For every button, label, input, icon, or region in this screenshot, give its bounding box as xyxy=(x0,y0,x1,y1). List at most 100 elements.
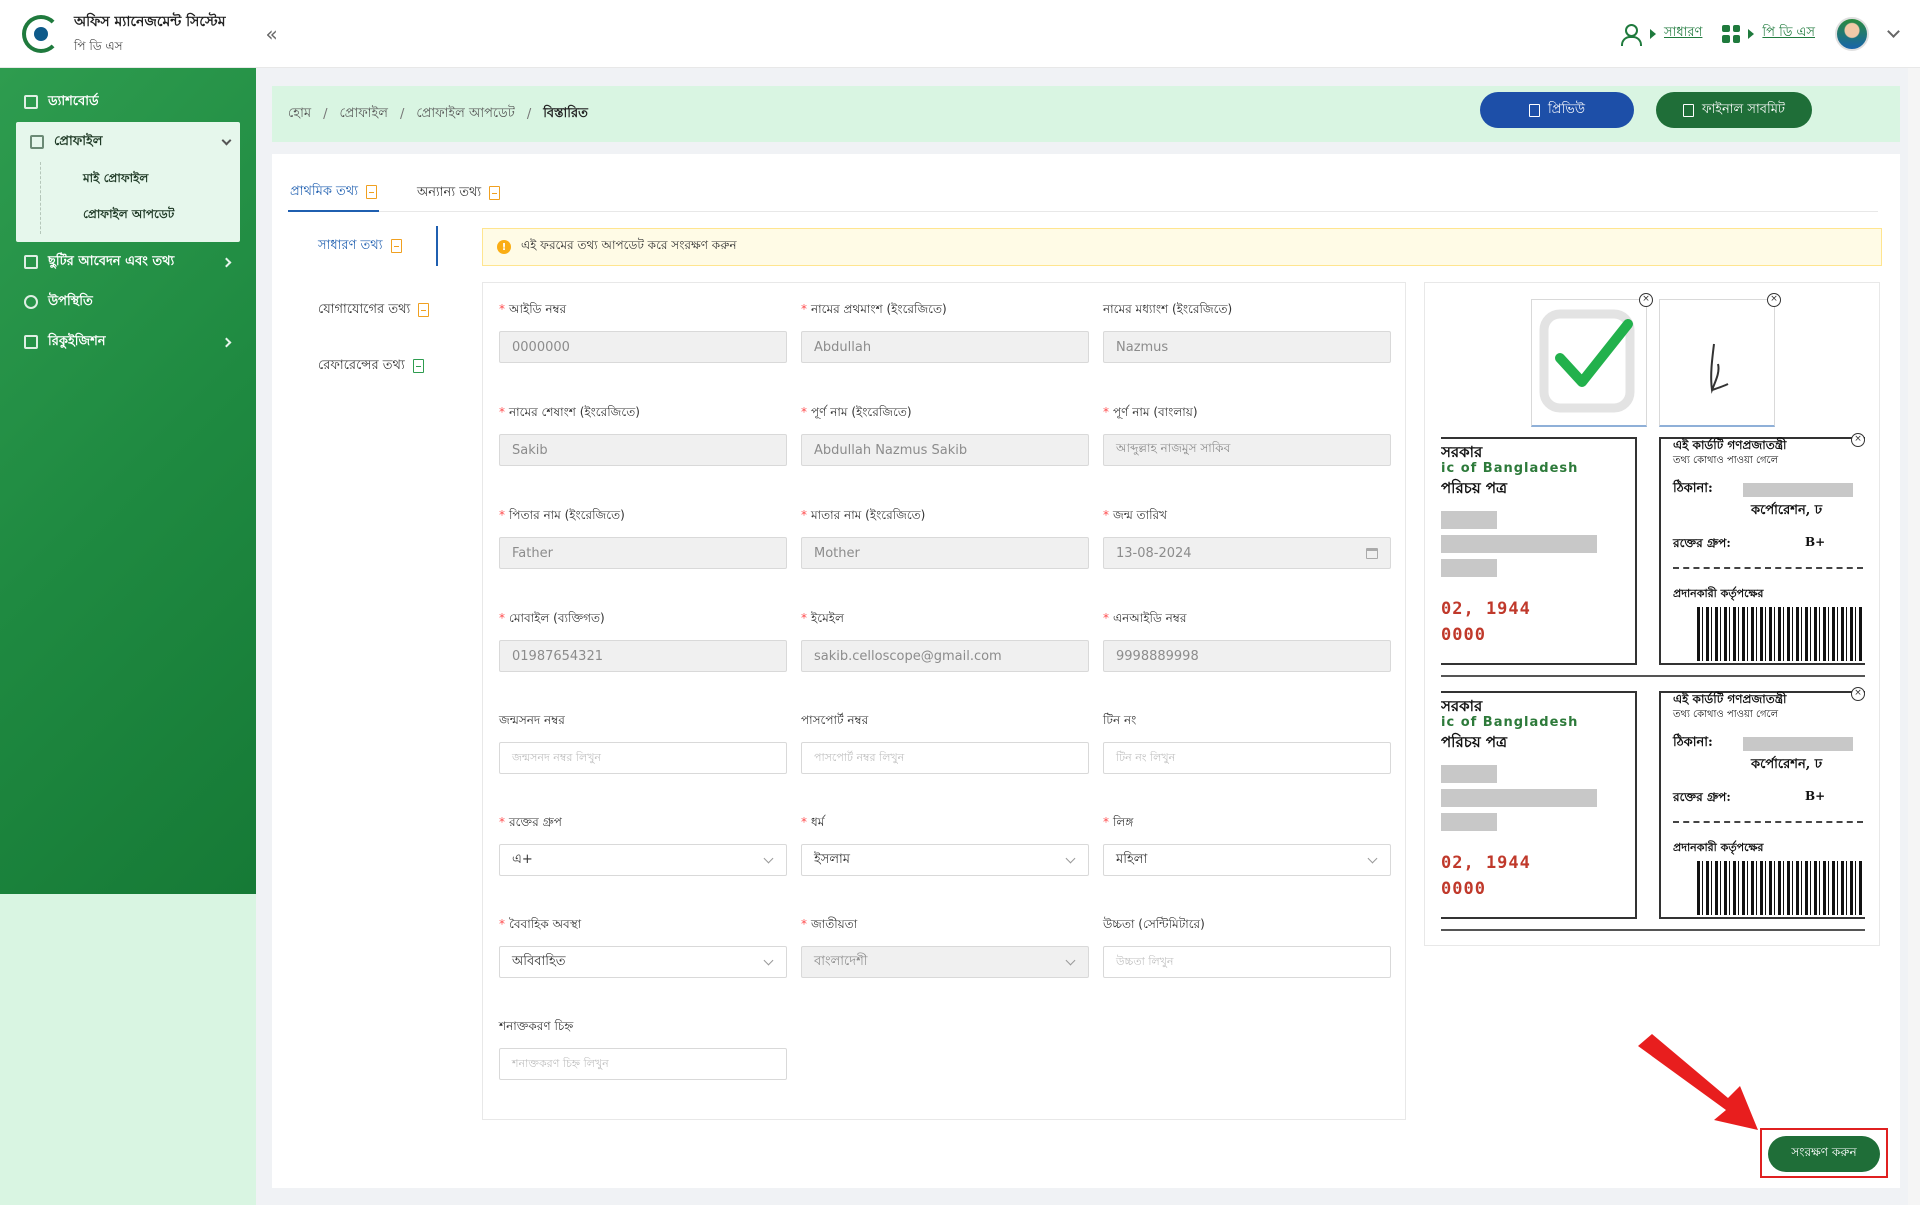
nid-front-line2: ic of Bangladesh xyxy=(1441,461,1579,476)
tab-other-info[interactable]: অন্যান্য তথ্য xyxy=(415,174,502,212)
sidebar-item-profile[interactable]: প্রোফাইল xyxy=(16,122,240,162)
role-label[interactable]: সাধারণ xyxy=(1663,25,1703,40)
nid-front xyxy=(1441,437,1637,665)
id-number-input: 0000000 xyxy=(499,331,787,363)
document-icon xyxy=(1683,103,1694,117)
file-icon xyxy=(489,186,501,200)
nid-front-number: 0000 xyxy=(1441,879,1486,899)
photo-thumbnail[interactable] xyxy=(1531,299,1647,427)
field-label: রক্তের গ্রুপ xyxy=(509,815,562,829)
module-switcher[interactable]: পি ডি এস xyxy=(1722,23,1815,44)
tab-reference-info[interactable]: রেফারেন্সের তথ্য xyxy=(288,338,438,394)
chevron-right-icon xyxy=(221,337,232,347)
barcode-icon xyxy=(1697,607,1863,661)
field-label: উচ্চতা (সেন্টিমিটারে) xyxy=(1103,917,1205,931)
file-icon xyxy=(390,239,402,253)
breadcrumb-current: বিস্তারিত xyxy=(543,105,588,121)
collapse-sidebar-icon[interactable]: « xyxy=(265,21,278,46)
breadcrumb-separator: / xyxy=(323,106,328,122)
field-gender: * লিঙ্গ মহিলা xyxy=(1103,814,1391,876)
tab-contact-info[interactable]: যোগাযোগের তথ্য xyxy=(288,282,438,338)
nid-input: 9998889998 xyxy=(1103,640,1391,672)
field-label: মোবাইল (ব্যক্তিগত) xyxy=(509,611,605,625)
requisition-icon xyxy=(24,335,38,349)
breadcrumb-separator: / xyxy=(399,106,405,122)
dob-input: 13-08-2024 xyxy=(1103,537,1391,569)
signature-line xyxy=(1673,821,1863,823)
field-label: লিঙ্গ xyxy=(1113,815,1134,829)
nid-front-line2: ic of Bangladesh xyxy=(1441,715,1579,730)
sidebar-subitem-my-profile[interactable]: মাই প্রোফাইল xyxy=(40,162,240,198)
field-first-name: * নামের প্রথমাংশ (ইংরেজিতে) Abdullah xyxy=(801,301,1089,363)
chevron-down-icon[interactable] xyxy=(1887,24,1900,38)
height-input[interactable]: উচ্চতা লিখুন xyxy=(1103,946,1391,978)
nid-front-line3: পরিচয় পত্র xyxy=(1441,479,1508,497)
sidebar-subitem-profile-update[interactable]: প্রোফাইল আপডেট xyxy=(40,198,240,234)
remove-photo-icon[interactable]: × xyxy=(1639,293,1653,307)
tin-input[interactable]: টিন নং লিখুন xyxy=(1103,742,1391,774)
sidebar-item-leave[interactable]: ছুটির আবেদন এবং তথ্য xyxy=(0,242,256,282)
avatar[interactable] xyxy=(1835,16,1869,51)
breadcrumb-profile-update[interactable]: প্রোফাইল আপডেট xyxy=(416,105,515,121)
breadcrumb: হোম / প্রোফাইল / প্রোফাইল আপডেট / বিস্তা… xyxy=(272,86,1900,142)
mother-name-input: Mother xyxy=(801,537,1089,569)
field-id-mark: শনাক্তকরণ চিহ্ন শনাক্তকরণ চিহ্ন লিখুন xyxy=(499,1018,787,1080)
field-full-name-bn: * পূর্ণ নাম (বাংলায়) আব্দুল্লাহ নাজমুস স… xyxy=(1103,404,1391,466)
remove-nid-icon[interactable]: × xyxy=(1851,687,1865,701)
id-mark-input[interactable]: শনাক্তকরণ চিহ্ন লিখুন xyxy=(499,1048,787,1080)
sidebar-item-label: প্রোফাইল xyxy=(54,133,103,149)
final-submit-label: ফাইনাল সাবমিট xyxy=(1702,101,1785,117)
app-subtitle: পি ডি এস xyxy=(74,38,123,53)
field-label: শনাক্তকরণ চিহ্ন xyxy=(499,1019,574,1033)
dob-value: 13-08-2024 xyxy=(1116,545,1192,561)
document-upload-panel: × × সরকার ic of Bangladesh পরিচয় পত্র 0… xyxy=(1424,282,1880,946)
nid-back-line2: তথ্য কোথাও পাওয়া গেলে xyxy=(1673,709,1779,720)
breadcrumb-separator: / xyxy=(526,106,532,122)
sidebar-footer-area xyxy=(0,894,256,1205)
field-middle-name: নামের মধ্যাংশ (ইংরেজিতে) Nazmus xyxy=(1103,301,1391,363)
nid-back-line1: এই কার্ডটি গণপ্রজাতন্ত্রী xyxy=(1673,692,1787,706)
app-title-block: অফিস ম্যানেজমেন্ট সিস্টেম পি ডি এস xyxy=(74,10,226,58)
nid-front-line1: সরকার xyxy=(1441,697,1483,715)
chevron-down-icon xyxy=(763,955,774,966)
gender-select[interactable]: মহিলা xyxy=(1103,844,1391,876)
field-height: উচ্চতা (সেন্টিমিটারে) উচ্চতা লিখুন xyxy=(1103,916,1391,978)
remove-nid-icon[interactable]: × xyxy=(1851,433,1865,447)
remove-signature-icon[interactable]: × xyxy=(1767,293,1781,307)
religion-select[interactable]: ইসলাম xyxy=(801,844,1089,876)
nid-back-authority: প্রদানকারী কর্তৃপক্ষের xyxy=(1673,587,1764,600)
nid-front xyxy=(1441,691,1637,919)
birth-cert-input[interactable]: জন্মসনদ নম্বর লিখুন xyxy=(499,742,787,774)
sidebar-item-attendance[interactable]: উপস্থিতি xyxy=(0,282,256,322)
marital-status-select[interactable]: অবিবাহিত xyxy=(499,946,787,978)
field-label: পূর্ণ নাম (বাংলায়) xyxy=(1113,405,1198,419)
main-content: প্রাথমিক তথ্য অন্যান্য তথ্য সাধারণ তথ্য … xyxy=(272,154,1900,1188)
nationality-select: বাংলাদেশী xyxy=(801,946,1089,978)
passport-input[interactable]: পাসপোর্ট নম্বর লিখুন xyxy=(801,742,1089,774)
middle-name-input: Nazmus xyxy=(1103,331,1391,363)
redacted-block xyxy=(1441,765,1497,783)
signature-icon xyxy=(1710,343,1729,394)
sidebar-item-requisition[interactable]: রিকুইজিশন xyxy=(0,322,256,362)
save-button[interactable]: সংরক্ষণ করুন xyxy=(1768,1136,1880,1172)
final-submit-button[interactable]: ফাইনাল সাবমিট xyxy=(1656,92,1812,128)
breadcrumb-home[interactable]: হোম xyxy=(288,105,312,121)
field-label: জন্মসনদ নম্বর xyxy=(499,713,565,727)
leave-icon xyxy=(24,255,38,269)
tab-primary-info[interactable]: প্রাথমিক তথ্য xyxy=(288,174,379,212)
nid-card-image: সরকার ic of Bangladesh পরিচয় পত্র 02, 1… xyxy=(1441,691,1865,931)
tab-general-info[interactable]: সাধারণ তথ্য xyxy=(288,226,438,266)
blood-group-select[interactable]: এ+ xyxy=(499,844,787,876)
field-label: আইডি নম্বর xyxy=(509,302,567,316)
field-tin: টিন নং টিন নং লিখুন xyxy=(1103,712,1391,774)
breadcrumb-profile[interactable]: প্রোফাইল xyxy=(339,105,388,121)
sidebar-item-dashboard[interactable]: ড্যাশবোর্ড xyxy=(0,82,256,122)
field-religion: * ধর্ম ইসলাম xyxy=(801,814,1089,876)
role-switcher[interactable]: সাধারণ xyxy=(1620,23,1703,46)
signature-thumbnail[interactable] xyxy=(1659,299,1775,427)
module-label[interactable]: পি ডি এস xyxy=(1762,25,1815,40)
field-label: জাতীয়তা xyxy=(811,917,858,931)
page-scrollbar[interactable] xyxy=(1908,68,1920,1205)
field-label: জন্ম তারিখ xyxy=(1113,508,1168,522)
preview-button[interactable]: প্রিভিউ xyxy=(1480,92,1634,128)
